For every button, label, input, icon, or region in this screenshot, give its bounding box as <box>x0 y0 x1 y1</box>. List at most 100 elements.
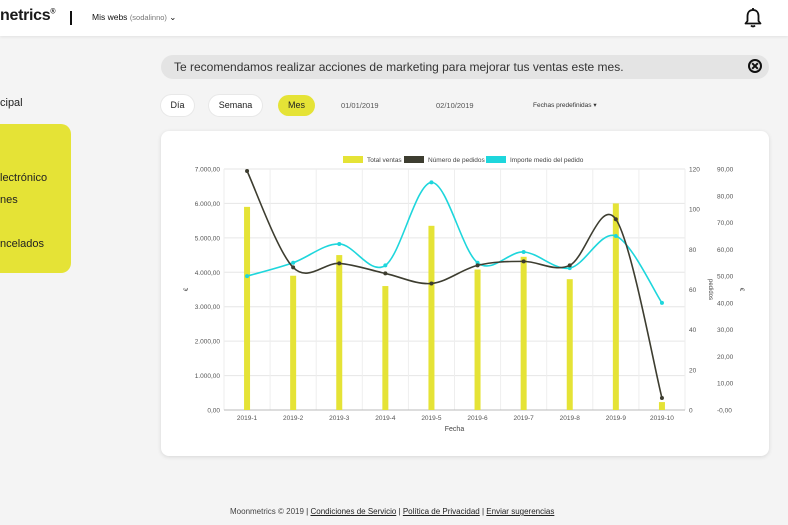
point-numero-pedidos <box>521 259 526 264</box>
sales-chart: 0,00 1.000,00 2.000,00 3.000,00 4.000,00 5.00… <box>184 156 744 433</box>
line-importe-medio <box>246 181 663 304</box>
bar-total-ventas <box>658 402 665 410</box>
left-tick-label: 3.000,00 <box>195 304 221 311</box>
legend-swatch <box>486 156 506 163</box>
legend-swatch <box>404 156 424 163</box>
point-numero-pedidos <box>291 265 296 270</box>
right1-tick-label: 60 <box>689 287 697 294</box>
point-numero-pedidos <box>659 395 664 400</box>
right2-tick-label: 60,00 <box>717 247 734 254</box>
right2-tick-label: 40,00 <box>717 300 734 307</box>
x-tick-label: 2019-2 <box>283 415 304 422</box>
footer: Moonmetrics © 2019 | Condiciones de Serv… <box>230 507 555 516</box>
x-tick-label: 2019-8 <box>560 415 581 422</box>
sidebar-item-nes[interactable]: nes <box>0 194 18 206</box>
bar-total-ventas <box>612 203 619 410</box>
tab-semana[interactable]: Semana <box>209 95 262 116</box>
right2-tick-label: 80,00 <box>717 193 734 200</box>
recommendation-banner: Te recomendamos realizar acciones de mar… <box>161 55 769 79</box>
right1-tick-label: 80 <box>689 247 697 254</box>
bar-total-ventas <box>520 256 527 410</box>
point-numero-pedidos <box>337 261 342 266</box>
banner-text: Te recomendamos realizar acciones de mar… <box>174 60 624 74</box>
y-axis-left-title: € <box>184 287 190 291</box>
x-axis-title: Fecha <box>445 426 465 433</box>
right1-tick-label: 100 <box>689 207 700 214</box>
point-importe-medio <box>383 263 388 268</box>
right1-tick-label: 0 <box>689 408 693 415</box>
footer-link-privacy[interactable]: Política de Privacidad <box>402 507 480 516</box>
x-tick-label: 2019-1 <box>237 415 258 422</box>
left-tick-label: 4.000,00 <box>195 270 221 277</box>
point-importe-medio <box>429 180 434 185</box>
point-numero-pedidos <box>475 263 480 268</box>
top-bar: netrics® Mis webs (sodalinno) ⌄ <box>0 0 788 36</box>
left-tick-label: 2.000,00 <box>195 339 221 346</box>
y-axis-right2-title: € <box>738 288 744 292</box>
tab-dia[interactable]: Día <box>161 95 194 116</box>
date-to-input[interactable]: 02/10/2019 <box>436 101 474 110</box>
right1-tick-label: 40 <box>689 327 697 334</box>
point-numero-pedidos <box>567 263 572 268</box>
app-logo[interactable]: netrics® <box>0 7 56 24</box>
sidebar-item-electronico[interactable]: lectrónico <box>0 172 48 184</box>
bar-total-ventas <box>382 286 389 410</box>
point-importe-medio <box>337 241 342 246</box>
left-tick-label: 5.000,00 <box>195 235 221 242</box>
footer-link-terms[interactable]: Condiciones de Servicio <box>310 507 397 516</box>
chart-card <box>161 131 769 456</box>
bar-total-ventas <box>474 269 481 410</box>
legend-label: Importe medio del pedido <box>510 157 584 164</box>
close-icon[interactable] <box>748 59 762 73</box>
x-tick-label: 2019-9 <box>606 415 627 422</box>
left-tick-label: 0,00 <box>207 408 220 415</box>
point-importe-medio <box>521 250 526 255</box>
predefined-dates-dropdown[interactable]: Fechas predefinidas ▾ <box>533 102 597 109</box>
point-numero-pedidos <box>383 271 388 276</box>
sidebar-menu-card: lectrónico nes ncelados <box>0 124 71 273</box>
right2-tick-label: 20,00 <box>717 354 734 361</box>
tab-mes[interactable]: Mes <box>278 95 315 116</box>
point-importe-medio <box>245 274 250 279</box>
x-tick-label: 2019-4 <box>375 415 396 422</box>
left-tick-label: 7.000,00 <box>195 167 221 174</box>
legend-label: Número de pedidos <box>428 157 485 164</box>
x-tick-label: 2019-5 <box>421 415 442 422</box>
x-tick-label: 2019-6 <box>467 415 488 422</box>
right1-tick-label: 20 <box>689 367 697 374</box>
right2-tick-label: 10,00 <box>717 381 734 388</box>
x-tick-label: 2019-10 <box>650 415 674 422</box>
bell-icon[interactable] <box>743 7 763 29</box>
bar-total-ventas <box>290 275 297 410</box>
sidebar-item-cancelados[interactable]: ncelados <box>0 238 45 250</box>
bar-total-ventas <box>336 255 343 410</box>
point-importe-medio <box>613 233 618 238</box>
point-numero-pedidos <box>245 169 250 174</box>
bar-total-ventas <box>244 206 251 410</box>
footer-copyright: Moonmetrics © 2019 <box>230 507 304 516</box>
chevron-down-icon: ⌄ <box>169 12 177 22</box>
point-importe-medio <box>659 300 664 305</box>
sidebar-item-principal[interactable]: cipal <box>0 97 23 109</box>
x-tick-label: 2019-7 <box>514 415 535 422</box>
right1-tick-label: 120 <box>689 167 700 174</box>
point-importe-medio <box>291 260 296 265</box>
point-numero-pedidos <box>429 281 434 286</box>
y-axis-right1-title: pedidos <box>707 279 713 300</box>
right2-tick-label: 70,00 <box>717 220 734 227</box>
right2-tick-label: -0,00 <box>717 408 732 415</box>
footer-link-feedback[interactable]: Enviar sugerencias <box>486 507 555 516</box>
date-from-input[interactable]: 01/01/2019 <box>341 101 379 110</box>
webs-selector[interactable]: Mis webs (sodalinno) ⌄ <box>92 12 177 22</box>
left-tick-label: 1.000,00 <box>195 373 221 380</box>
point-numero-pedidos <box>613 217 618 222</box>
divider <box>70 11 72 25</box>
legend-label: Total ventas <box>367 157 402 164</box>
legend-swatch <box>343 156 363 163</box>
left-tick-label: 6.000,00 <box>195 201 221 208</box>
right2-tick-label: 50,00 <box>717 274 734 281</box>
right2-tick-label: 90,00 <box>717 167 734 174</box>
x-tick-label: 2019-3 <box>329 415 350 422</box>
right2-tick-label: 30,00 <box>717 327 734 334</box>
bar-total-ventas <box>428 225 435 410</box>
